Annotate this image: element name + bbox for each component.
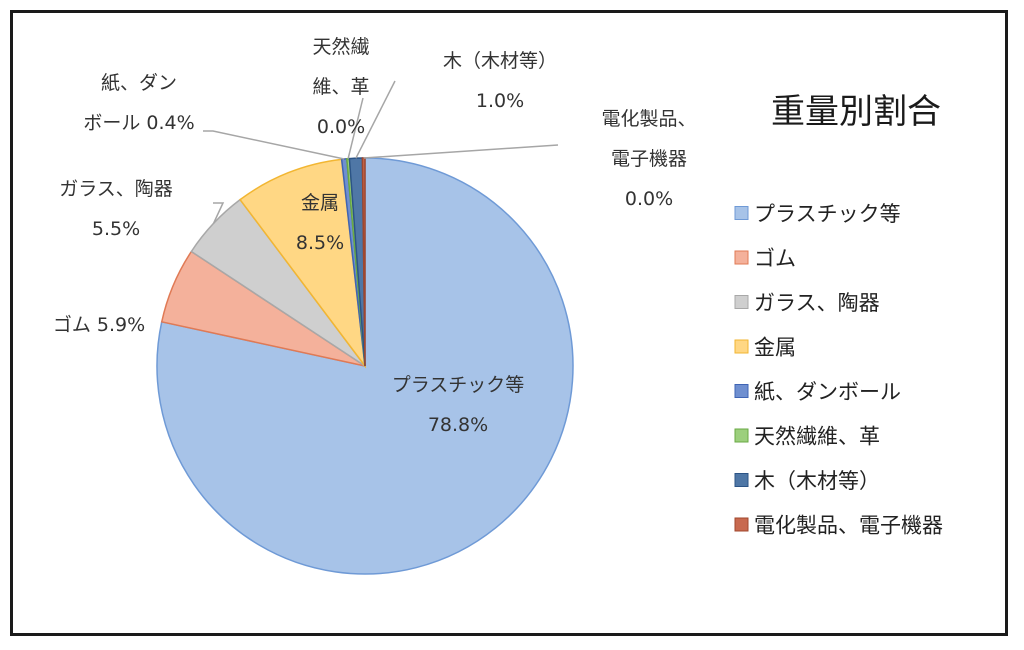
legend-label-5: 天然繊維、革 — [754, 425, 880, 449]
data-labels: プラスチック等 78.8% ゴム 5.9% ガラス、陶器 5.5% 金属 8.5% 紙、ダンボ… — [53, 36, 697, 436]
data-label-2: ガラス、陶器 5.5% — [59, 178, 173, 240]
data-label-0: プラスチック等 78.8% — [392, 374, 525, 436]
legend-swatch-1 — [734, 250, 749, 265]
data-label-1: ゴム 5.9% — [53, 314, 145, 336]
chart-frame: プラスチック等 78.8% ゴム 5.9% ガラス、陶器 5.5% 金属 8.5% 紙、ダンボ… — [10, 10, 1008, 636]
legend-label-2: ガラス、陶器 — [754, 291, 880, 315]
data-label-line: 維、革 — [312, 76, 369, 98]
data-label-3: 金属 8.5% — [296, 192, 344, 254]
leader-line-6 — [355, 80, 396, 159]
pie-chart: プラスチック等 78.8%ゴム 5.9%ガラス、陶器 5.5%金属 8.5%紙、ダンボ… — [53, 36, 943, 575]
data-label-line: 78.8% — [428, 414, 488, 436]
legend-label-3: 金属 — [754, 336, 796, 360]
leader-lines — [203, 80, 559, 224]
data-label-line: 8.5% — [296, 232, 344, 254]
data-label-5: 天然繊維、革 0.0% — [312, 36, 369, 138]
data-label-line: 0.0% — [625, 188, 673, 210]
legend-swatch-3 — [734, 339, 749, 354]
data-label-4: 紙、ダンボール 0.4% — [83, 72, 194, 134]
data-label-line: 紙、ダン — [101, 72, 177, 94]
legend-label-0: プラスチック等 — [754, 202, 901, 226]
legend-swatch-0 — [734, 206, 749, 220]
data-label-7: 電化製品、電子機器 0.0% — [601, 108, 696, 210]
data-label-line: 金属 — [301, 192, 339, 214]
leader-line-5 — [347, 97, 364, 159]
data-label-line: ゴム 5.9% — [53, 314, 145, 336]
pie-slice-0 — [156, 157, 574, 575]
leader-line-2 — [212, 202, 225, 224]
legend-label-1: ゴム — [754, 247, 796, 271]
pie-slice-3 — [239, 158, 367, 369]
legend-swatch-2 — [734, 295, 749, 309]
data-label-line: 5.5% — [92, 218, 140, 240]
data-label-line: ガラス、陶器 — [59, 178, 173, 200]
data-label-line: 0.0% — [317, 116, 365, 138]
legend-swatch-5 — [734, 428, 749, 443]
pie-slices — [156, 157, 574, 575]
data-label-line: 1.0% — [476, 90, 524, 112]
data-label-line: プラスチック等 — [392, 374, 525, 396]
data-label-line: 木（木材等） — [443, 50, 557, 72]
data-label-line: ボール 0.4% — [83, 112, 194, 134]
leader-line-4 — [203, 130, 345, 160]
data-label-6: 木（木材等） 1.0% — [443, 50, 557, 112]
legend-label-7: 電化製品、電子機器 — [754, 514, 943, 538]
data-label-line: 電子機器 — [611, 148, 687, 170]
legend-label-6: 木（木材等） — [754, 469, 880, 493]
data-label-line: 電化製品、 — [601, 108, 696, 130]
data-label-line: 天然繊 — [312, 36, 369, 58]
legend-swatch-6 — [734, 473, 749, 487]
legend-label-4: 紙、ダンボール — [754, 380, 901, 404]
legend-swatch-4 — [734, 384, 749, 398]
legend-swatch-7 — [734, 517, 749, 532]
leader-line-7 — [363, 144, 559, 159]
chart-title: 重量別割合 — [771, 92, 941, 132]
